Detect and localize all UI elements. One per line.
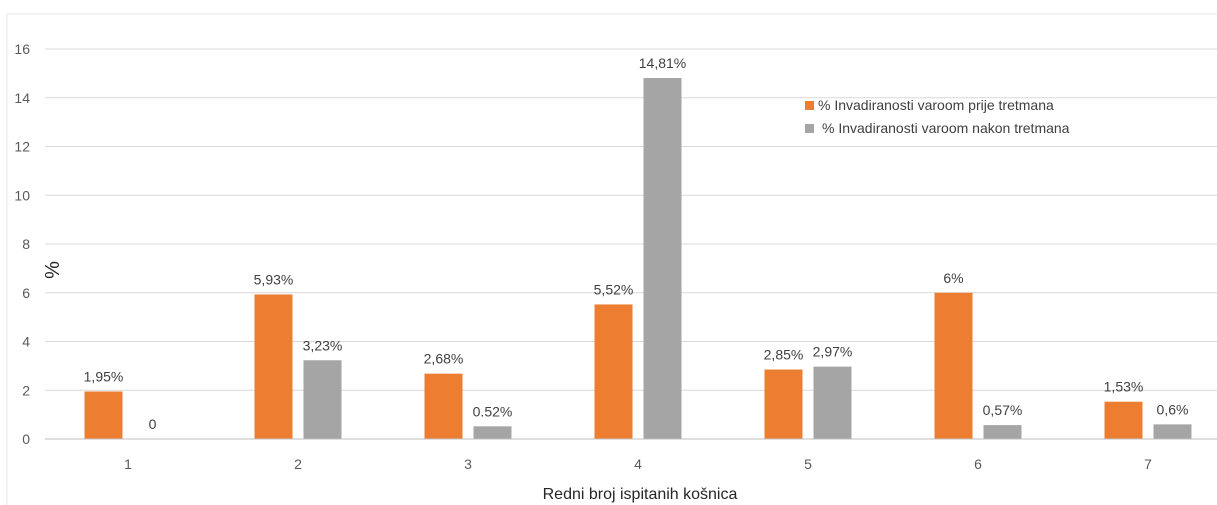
legend-label-prije: % Invadiranosti varoom prije tretmana [818,97,1054,113]
bar-nakon [983,425,1022,439]
y-tick-label: 0 [22,431,30,447]
y-tick-label: 16 [14,41,30,57]
bars [84,78,1192,439]
bar-nakon [473,426,512,439]
data-label-prije: 5,52% [594,281,634,297]
y-tick-label: 8 [22,236,30,252]
x-axis-title: Redni broj ispitanih košnica [543,486,738,503]
y-tick-label: 10 [14,187,30,203]
y-tick-label: 4 [22,334,30,350]
bar-prije [594,304,633,439]
bar-nakon [813,366,852,439]
data-label-nakon: 0,57% [983,402,1023,418]
data-label-prije: 1,53% [1104,379,1144,395]
data-label-nakon: 2,97% [813,344,853,360]
x-tick-label: 3 [464,456,472,472]
y-tick-label: 14 [14,90,30,106]
x-axis-ticks: 1 2 3 4 5 6 7 [124,456,1152,472]
x-tick-label: 6 [974,456,982,472]
x-tick-label: 1 [124,456,132,472]
y-axis-title: % [42,261,64,279]
data-label-nakon: 3,23% [303,337,343,353]
y-tick-label: 12 [14,139,30,155]
y-tick-label: 2 [22,382,30,398]
data-label-nakon: 0,6% [1157,401,1189,417]
bar-prije [934,292,973,439]
bar-nakon [643,78,682,439]
bar-prije [1104,401,1143,439]
legend-swatch-nakon [805,124,814,133]
legend-label-nakon: % Invadiranosti varoom nakon tretmana [822,120,1070,136]
y-tick-label: 6 [22,285,30,301]
x-tick-label: 7 [1144,456,1152,472]
y-axis-ticks: 0 2 4 6 8 10 12 14 16 [14,41,30,447]
bar-prije [764,369,803,439]
bar-prije [84,391,123,439]
x-tick-label: 5 [804,456,812,472]
data-label-nakon: 14,81% [639,55,686,71]
data-label-nakon: 0.52% [473,403,513,419]
data-labels: 1,95% 0 5,93% 3,23% 2,68% 0.52% 5,52% 14,81% 2,8… [84,55,1189,432]
legend: % Invadiranosti varoom prije tretmana % … [805,97,1070,136]
data-label-prije: 2,68% [424,351,464,367]
bar-prije [424,373,463,439]
bar-nakon [303,360,342,439]
x-tick-label: 2 [294,456,302,472]
legend-swatch-prije [805,101,814,110]
bar-nakon [1153,424,1192,439]
gridlines [45,48,1217,391]
x-tick-label: 4 [634,456,642,472]
data-label-prije: 1,95% [84,368,124,384]
bar-prije [254,294,293,439]
data-label-nakon: 0 [149,416,157,432]
data-label-prije: 6% [943,270,963,286]
data-label-prije: 5,93% [254,271,294,287]
data-label-prije: 2,85% [764,347,804,363]
